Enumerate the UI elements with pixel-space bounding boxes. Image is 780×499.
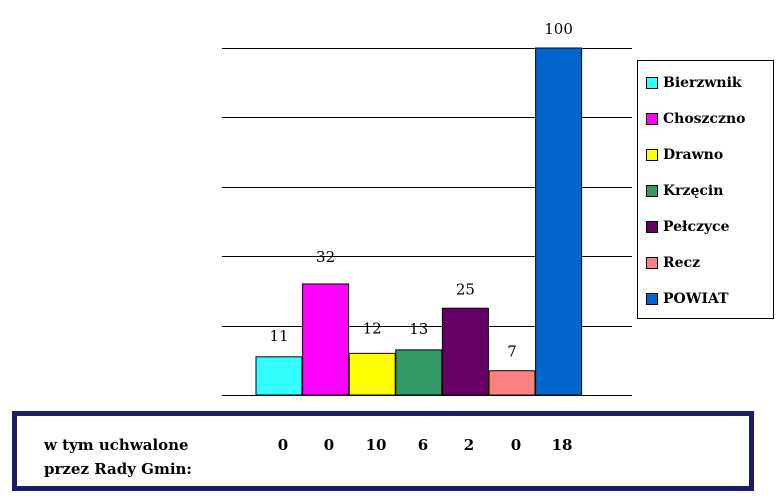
legend-swatch [646, 221, 658, 233]
legend-swatch [646, 293, 658, 305]
legend-item-recz: Recz [646, 253, 700, 273]
value-label: 12 [363, 319, 382, 337]
data-table-box: w tym uchwalone przez Rady Gmin: 0 0 10 … [12, 411, 754, 491]
table-value: 0 [510, 436, 522, 454]
table-row-label: w tym uchwalone przez Rady Gmin: [44, 433, 244, 481]
bar-choszczno [302, 283, 350, 396]
row-label-line2: przez Rady Gmin: [44, 460, 192, 478]
table-value: 0 [323, 436, 335, 454]
table-value: 18 [551, 436, 573, 454]
value-label: 25 [456, 280, 475, 298]
table-value: 2 [463, 436, 475, 454]
legend-swatch [646, 257, 658, 269]
value-label: 100 [544, 20, 573, 38]
value-label: 7 [507, 343, 517, 361]
legend-swatch [646, 77, 658, 89]
legend-item-pelczyce: Pełczyce [646, 217, 730, 237]
legend-item-bierzwnik: Bierzwnik [646, 73, 742, 93]
value-labels: 11 32 12 13 25 7 100 [269, 20, 572, 361]
legend-label: Pełczyce [663, 219, 730, 235]
legend-item-choszczno: Choszczno [646, 109, 745, 129]
legend: Bierzwnik Choszczno Drawno Krzęcin Pełcz… [637, 60, 774, 319]
legend-swatch [646, 113, 658, 125]
legend-label: Choszczno [663, 111, 746, 127]
bar-recz [488, 370, 536, 396]
table-value: 10 [365, 436, 387, 454]
value-label: 13 [409, 320, 428, 338]
table-value: 6 [417, 436, 429, 454]
value-label: 32 [316, 248, 335, 266]
legend-label: Krzęcin [663, 183, 724, 199]
legend-item-powiat: POWIAT [646, 289, 729, 309]
legend-item-drawno: Drawno [646, 145, 723, 165]
legend-label: Drawno [663, 147, 724, 163]
bar-krzęcin [395, 349, 443, 396]
value-label: 11 [269, 327, 288, 345]
legend-item-krzecin: Krzęcin [646, 181, 723, 201]
legend-label: POWIAT [663, 291, 729, 307]
bar-pełczyce [441, 307, 489, 396]
bar-bierzwnik [255, 356, 303, 396]
row-label-line1: w tym uchwalone [44, 436, 189, 454]
legend-label: Bierzwnik [663, 75, 742, 91]
legend-swatch [646, 185, 658, 197]
legend-label: Recz [663, 255, 701, 271]
bar-chart: 11 32 12 13 25 7 100 [222, 20, 632, 396]
legend-swatch [646, 149, 658, 161]
bar-powiat [535, 47, 583, 396]
table-value: 0 [277, 436, 289, 454]
bar-drawno [348, 352, 396, 396]
bars [255, 47, 583, 396]
